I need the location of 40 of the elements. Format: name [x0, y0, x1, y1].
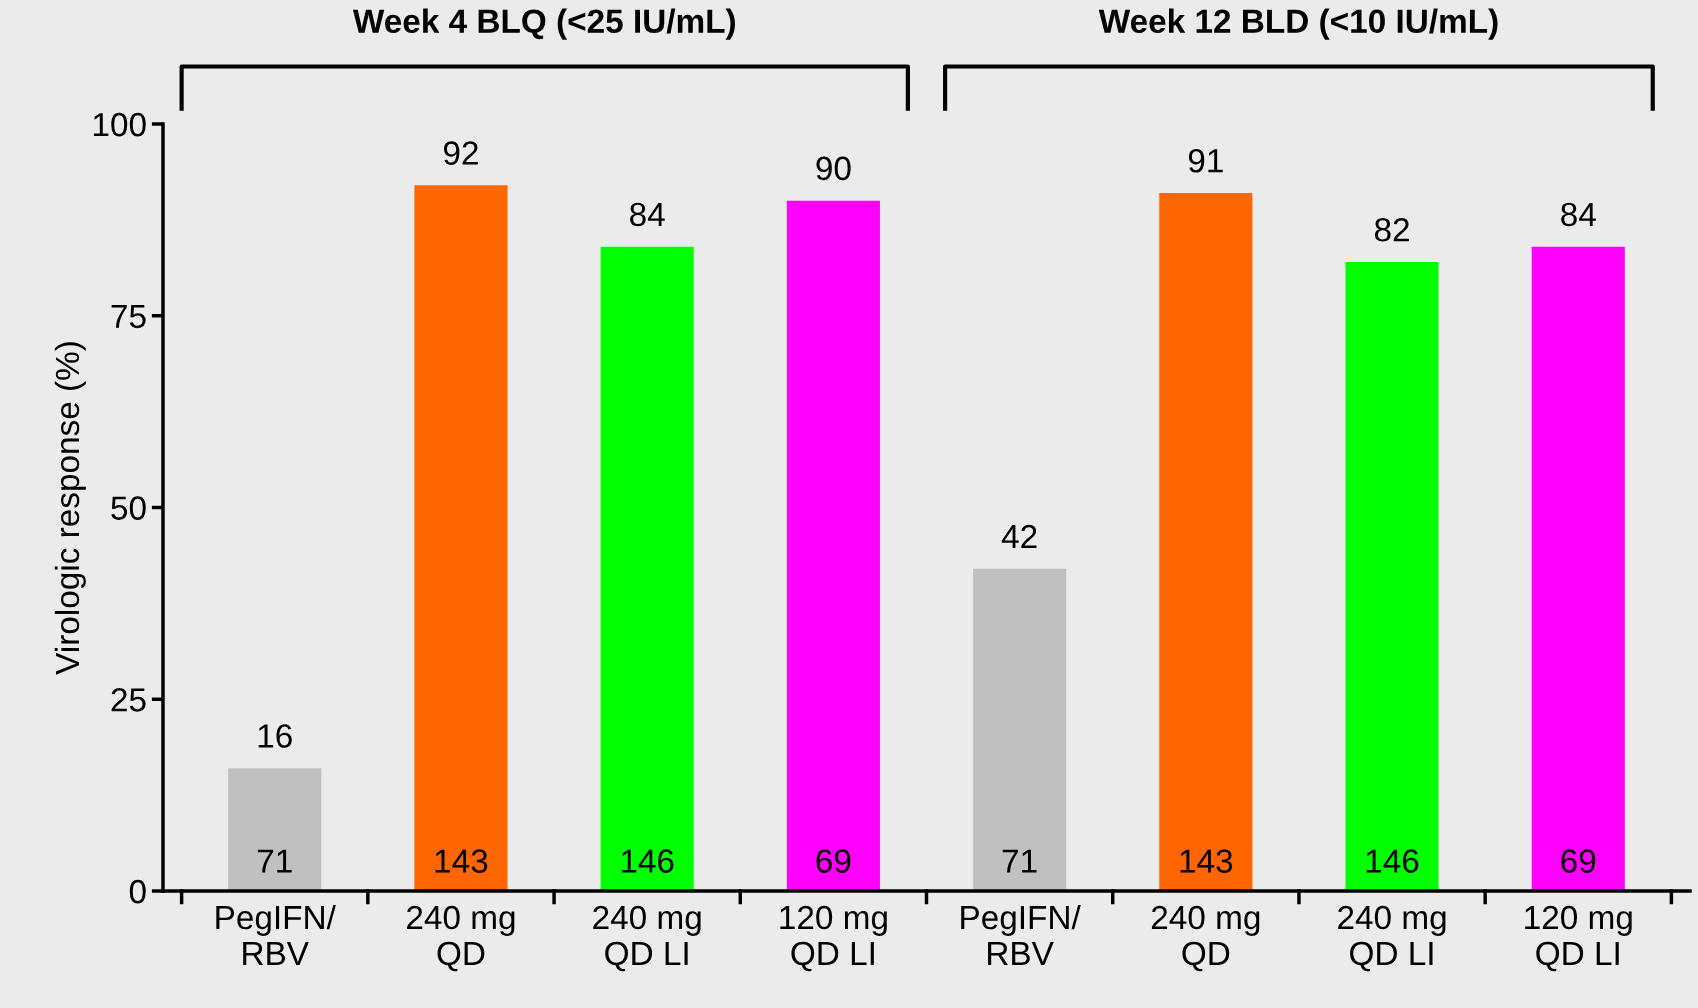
data-label: 84 — [1561, 202, 1596, 227]
annotation: 146 — [1366, 849, 1419, 873]
annotation: 71 — [257, 849, 292, 873]
data-label: 16 — [258, 724, 292, 748]
annotation: 143 — [1180, 849, 1233, 873]
text: Week 12 BLD (<10 IU/mL) — [1098, 8, 1498, 40]
x-tick-label: PegIFN/ RBV — [216, 904, 336, 965]
x-tick-label: 240 mg QD — [1151, 905, 1260, 972]
bar — [228, 768, 322, 891]
text: Week 4 BLQ (<25 IU/mL) — [352, 8, 735, 40]
y-tick-label: 25 — [111, 688, 146, 712]
x-tick-label: PegIFN/ RBV — [961, 904, 1081, 965]
bar — [600, 246, 694, 891]
annotation: 69 — [816, 849, 851, 873]
annotation: 146 — [621, 849, 674, 873]
data-label: 84 — [630, 202, 665, 227]
y-axis-title: Virologic response (%) — [54, 342, 86, 675]
y-tick-label: 50 — [111, 496, 146, 520]
x-tick-label: 240 mg QD — [407, 905, 515, 972]
bar — [1159, 193, 1253, 891]
bar — [786, 200, 880, 891]
x-tick-label: 240 mg QD LI — [1338, 905, 1446, 972]
bar — [414, 185, 508, 891]
y-tick-label: 0 — [129, 879, 146, 904]
annotation: 71 — [1002, 849, 1037, 873]
y-tick-label: 75 — [111, 304, 146, 329]
x-tick-label: 240 mg QD LI — [593, 905, 701, 972]
y-tick-label: 100 — [93, 112, 146, 137]
x-tick-label: 120 mg QD LI — [780, 905, 887, 972]
data-label: 42 — [1001, 524, 1037, 549]
data-label: 91 — [1188, 148, 1223, 173]
data-label: 92 — [443, 141, 478, 165]
data-label: 90 — [816, 156, 851, 181]
x-tick-label: 120 mg QD LI — [1525, 905, 1632, 972]
bar — [1531, 246, 1625, 891]
bar — [973, 568, 1067, 891]
bar — [1345, 262, 1439, 891]
annotation: 69 — [1561, 849, 1596, 873]
annotation: 143 — [435, 849, 488, 873]
data-label: 82 — [1374, 217, 1409, 242]
